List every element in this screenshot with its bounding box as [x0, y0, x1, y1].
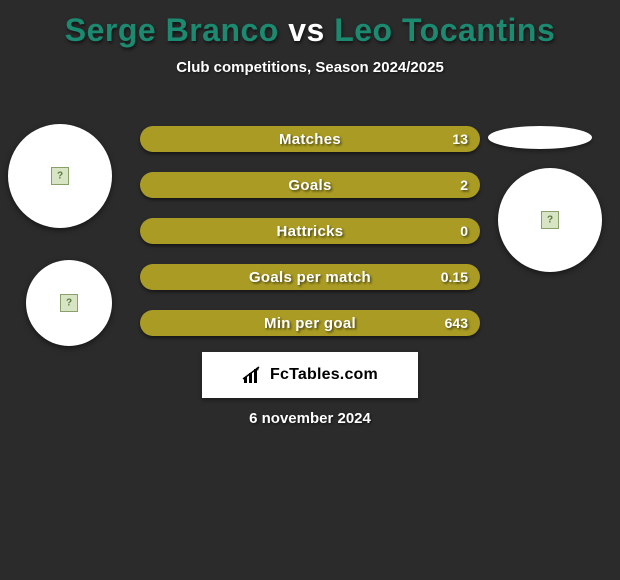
broken-image-icon — [541, 211, 559, 229]
fctables-logo[interactable]: FcTables.com — [202, 352, 418, 398]
stat-label: Goals per match — [249, 269, 371, 286]
stat-row: Matches 13 — [140, 126, 480, 152]
stat-label: Goals — [288, 177, 331, 194]
bar-chart-icon — [242, 365, 264, 385]
stat-row: Goals per match 0.15 — [140, 264, 480, 290]
stat-value: 2 — [460, 177, 468, 193]
stat-label: Min per goal — [264, 315, 356, 332]
stat-value: 13 — [452, 131, 468, 147]
broken-image-icon — [60, 294, 78, 312]
broken-image-icon — [51, 167, 69, 185]
stat-bars: Matches 13 Goals 2 Hattricks 0 Goals per match… — [140, 126, 480, 356]
stat-label: Hattricks — [277, 223, 344, 240]
stat-value: 0.15 — [441, 269, 468, 285]
avatar-player2 — [498, 168, 602, 272]
page-title: Serge Branco vs Leo Tocantins — [0, 0, 620, 49]
avatar-player1-b — [26, 260, 112, 346]
stat-row: Hattricks 0 — [140, 218, 480, 244]
avatar-player1-a — [8, 124, 112, 228]
logo-text: FcTables.com — [270, 366, 378, 384]
ellipse-decoration — [488, 126, 592, 149]
title-vs: vs — [288, 12, 325, 48]
stat-value: 0 — [460, 223, 468, 239]
subtitle: Club competitions, Season 2024/2025 — [0, 59, 620, 76]
date-text: 6 november 2024 — [0, 410, 620, 427]
stat-value: 643 — [445, 315, 468, 331]
stat-label: Matches — [279, 131, 341, 148]
title-player1: Serge Branco — [65, 12, 279, 48]
title-player2: Leo Tocantins — [334, 12, 555, 48]
stat-row: Min per goal 643 — [140, 310, 480, 336]
stat-row: Goals 2 — [140, 172, 480, 198]
